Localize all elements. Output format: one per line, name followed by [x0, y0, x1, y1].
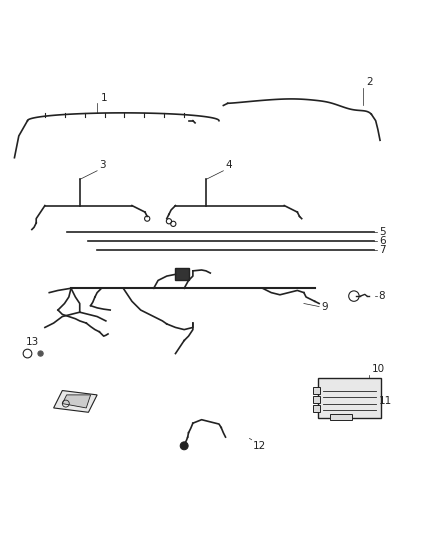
- FancyBboxPatch shape: [318, 378, 381, 418]
- FancyBboxPatch shape: [314, 387, 320, 394]
- Text: 2: 2: [366, 77, 373, 87]
- Text: 11: 11: [379, 397, 392, 407]
- Polygon shape: [62, 395, 91, 408]
- Text: 13: 13: [25, 337, 39, 347]
- Polygon shape: [53, 391, 97, 413]
- Text: 10: 10: [371, 365, 385, 375]
- Text: 5: 5: [379, 227, 386, 237]
- Circle shape: [38, 351, 43, 356]
- FancyBboxPatch shape: [329, 414, 352, 420]
- Text: 4: 4: [226, 160, 232, 170]
- Text: 7: 7: [379, 245, 386, 255]
- Text: 12: 12: [253, 441, 266, 450]
- FancyBboxPatch shape: [175, 268, 189, 279]
- FancyBboxPatch shape: [314, 396, 320, 403]
- Text: 9: 9: [321, 302, 328, 312]
- Text: 6: 6: [379, 236, 386, 246]
- Text: 3: 3: [99, 160, 106, 170]
- FancyBboxPatch shape: [314, 405, 320, 412]
- Text: 1: 1: [101, 93, 107, 103]
- Text: 8: 8: [378, 291, 385, 301]
- Circle shape: [180, 442, 188, 450]
